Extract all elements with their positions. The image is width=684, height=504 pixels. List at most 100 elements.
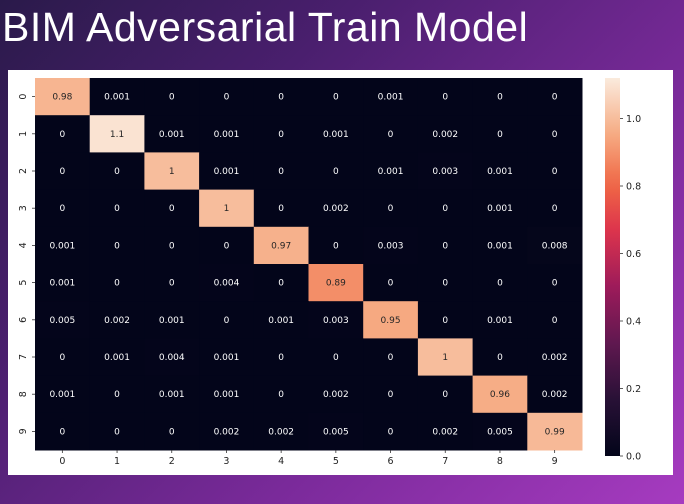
y-tick-label: 4 (18, 242, 29, 248)
cell-value-label: 0.96 (490, 390, 510, 400)
heatmap-cell (527, 301, 583, 339)
cell-value-label: 0.005 (323, 427, 349, 437)
x-tick-label: 8 (497, 456, 503, 467)
y-tick-label: 1 (18, 131, 29, 137)
cell-value-label: 0.002 (542, 390, 568, 400)
heatmap-cell (144, 152, 200, 191)
heatmap-cell (308, 115, 364, 153)
heatmap-cell (308, 301, 364, 339)
y-tick-label: 2 (18, 168, 29, 174)
heatmap-cell (89, 301, 145, 339)
heatmap-cell (472, 189, 528, 228)
heatmap-cell (363, 412, 419, 451)
confusion-matrix-heatmap: 0.98 0.001 0 0 0 0 0.001 0 0 00 1.1 0.001 0.001 0 0.00… (18, 78, 641, 467)
x-tick-label: 0 (59, 456, 65, 467)
heatmap-cell (35, 115, 91, 153)
cell-value-label: 0 (442, 279, 448, 289)
heatmap-cell (527, 338, 583, 377)
cell-value-label: 0 (442, 241, 448, 251)
cell-value-label: 0.001 (487, 204, 513, 214)
colorbar-gradient (605, 78, 620, 456)
heatmap-cell (472, 115, 528, 153)
x-axis-ticks: 0 1 2 3 4 5 6 7 8 9 (59, 450, 558, 467)
heatmap-cell (35, 338, 91, 377)
cell-value-label: 0.99 (545, 427, 565, 437)
heatmap-cell (363, 115, 419, 153)
heatmap-cell (144, 375, 200, 414)
heatmap-cell (253, 78, 309, 116)
heatmap-cell (527, 189, 583, 228)
heatmap-cell (35, 412, 91, 451)
heatmap-cell (144, 301, 200, 339)
y-tick-label: 6 (18, 317, 29, 323)
slide-title: BIM Adversarial Train Model (2, 4, 529, 50)
cell-value-label: 0 (497, 93, 503, 103)
heatmap-cell (472, 412, 528, 451)
cell-value-label: 0.001 (268, 316, 294, 326)
heatmap-cell (253, 338, 309, 377)
heatmap-cell (199, 375, 255, 414)
colorbar: 0.0 0.2 0.4 0.6 0.8 1.0 (605, 78, 641, 463)
heatmap-cell (199, 115, 255, 153)
x-tick-label: 4 (278, 456, 284, 467)
heatmap-cell (89, 412, 145, 451)
heatmap-cell (89, 338, 145, 377)
heatmap-cell (253, 189, 309, 228)
y-tick-label: 5 (18, 280, 29, 286)
heatmap-cell (89, 115, 145, 153)
heatmap-cell (472, 264, 528, 302)
heatmap-cell (199, 338, 255, 377)
cell-value-label: 0 (552, 279, 558, 289)
heatmap-cell (144, 78, 200, 116)
x-tick-label: 7 (442, 456, 448, 467)
heatmap-cell (35, 189, 91, 228)
cell-value-label: 0 (114, 427, 120, 437)
cell-value-label: 0.89 (326, 279, 346, 289)
cell-value-label: 0.001 (214, 130, 240, 140)
heatmap-cell (417, 189, 474, 228)
heatmap-cell (199, 152, 255, 191)
cell-value-label: 0.001 (104, 353, 130, 363)
cell-value-label: 1 (224, 204, 230, 214)
heatmap-cell (35, 226, 91, 265)
colorbar-tick-label: 0.2 (626, 384, 641, 395)
cell-value-label: 0 (59, 353, 65, 363)
cell-value-label: 0 (497, 130, 503, 140)
cell-value-label: 0 (333, 353, 339, 363)
cell-value-label: 0 (59, 204, 65, 214)
cell-value-label: 0.001 (159, 316, 185, 326)
colorbar-tick-label: 0.0 (626, 452, 641, 463)
heatmap-cell (417, 412, 474, 451)
heatmap-cell (308, 412, 364, 451)
heatmap-cell (253, 412, 309, 451)
heatmap-cell (472, 301, 528, 339)
heatmap-cell (363, 152, 419, 191)
heatmap-cell (417, 78, 474, 116)
cell-value-label: 0 (278, 279, 284, 289)
cell-value-label: 0.004 (214, 279, 240, 289)
heatmap-cell (253, 301, 309, 339)
heatmap-cell (89, 264, 145, 302)
heatmap-cell (417, 115, 474, 153)
heatmap-cell (417, 152, 474, 191)
heatmap-cell (199, 412, 255, 451)
cell-value-label: 1.1 (110, 130, 124, 140)
heatmap-cell (417, 226, 474, 265)
cell-value-label: 0.001 (487, 167, 513, 177)
heatmap-cell (363, 78, 419, 116)
cell-value-label: 0 (278, 204, 284, 214)
heatmap-cell (35, 152, 91, 191)
cell-value-label: 0.002 (214, 427, 240, 437)
cell-value-label: 0 (442, 390, 448, 400)
heatmap-cell (417, 375, 474, 414)
cell-value-label: 0.004 (159, 353, 185, 363)
heatmap-cell (89, 226, 145, 265)
heatmap-cell (308, 338, 364, 377)
heatmap-cell (253, 264, 309, 302)
cell-value-label: 1 (169, 167, 175, 177)
heatmap-cell (144, 226, 200, 265)
heatmap-cell (199, 189, 255, 228)
cell-value-label: 0 (388, 353, 394, 363)
cell-value-label: 0 (114, 279, 120, 289)
cell-value-label: 0.001 (214, 167, 240, 177)
